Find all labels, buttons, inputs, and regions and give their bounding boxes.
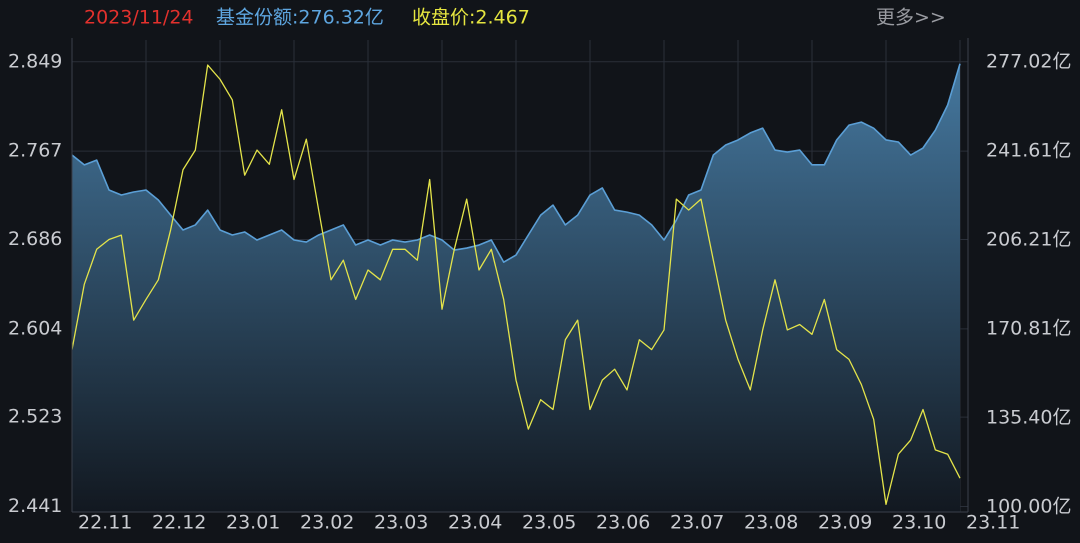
x-tick-label: 22.11	[78, 512, 132, 534]
x-tick-label: 23.02	[300, 512, 354, 534]
x-tick-label: 23.05	[522, 512, 576, 534]
series-area	[72, 63, 960, 512]
x-tick-label: 23.10	[892, 512, 946, 534]
y2-tick-label: 206.21亿	[986, 228, 1071, 250]
x-tick-label: 23.07	[670, 512, 724, 534]
y2-tick-label: 277.02亿	[986, 50, 1071, 72]
header-close: 收盘价:2.467	[412, 7, 530, 29]
x-tick-label: 23.08	[744, 512, 798, 534]
y-tick-label: 2.849	[8, 50, 62, 72]
plot-area	[72, 63, 961, 512]
price-line	[72, 64, 961, 506]
header-date: 2023/11/24	[84, 7, 194, 29]
x-tick-label: 23.09	[818, 512, 872, 534]
y-tick-label: 2.604	[8, 317, 62, 339]
axis-labels: 2.441 2.523 2.604 2.686 2.767 2.849 100.00亿 135…	[8, 50, 1071, 533]
y-tick-label: 2.441	[8, 495, 62, 517]
share-line	[72, 63, 961, 263]
x-tick-label: 23.06	[596, 512, 650, 534]
x-tick-label: 23.04	[448, 512, 502, 534]
y2-tick-label: 100.00亿	[986, 495, 1071, 517]
y-tick-label: 2.767	[8, 140, 62, 162]
y-tick-label: 2.523	[8, 406, 62, 428]
header-share: 基金份额:276.32亿	[216, 7, 384, 29]
x-tick-label: 23.03	[374, 512, 428, 534]
y2-tick-label: 241.61亿	[986, 140, 1071, 162]
y2-tick-label: 170.81亿	[986, 317, 1071, 339]
x-tick-label: 22.12	[152, 512, 206, 534]
y-tick-label: 2.686	[8, 228, 62, 250]
y2-tick-label: 135.40亿	[986, 406, 1071, 428]
x-tick-label: 23.01	[226, 512, 280, 534]
more-link[interactable]: 更多>>	[876, 7, 946, 29]
x-tick-label: 23.11	[966, 512, 1020, 534]
